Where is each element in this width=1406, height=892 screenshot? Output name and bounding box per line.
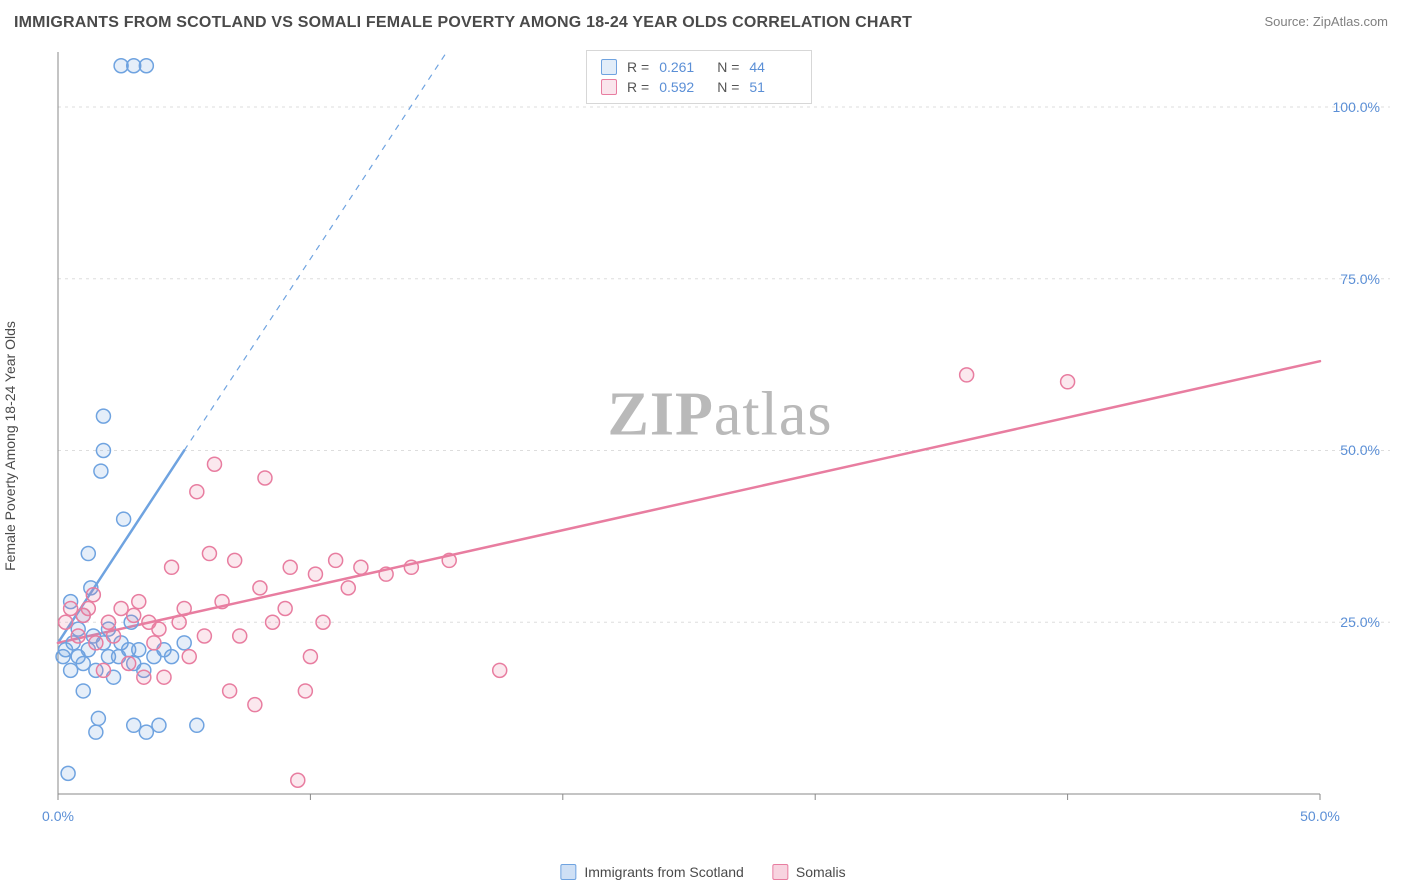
y-tick-label: 50.0% <box>1340 442 1380 458</box>
source-attribution: Source: ZipAtlas.com <box>1264 14 1388 29</box>
r-value-scotland: 0.261 <box>659 59 707 75</box>
correlation-legend: R = 0.261 N = 44 R = 0.592 N = 51 <box>586 50 812 104</box>
legend-item-scotland: Immigrants from Scotland <box>560 864 744 880</box>
series-legend: Immigrants from Scotland Somalis <box>560 864 845 880</box>
y-tick-label: 25.0% <box>1340 614 1380 630</box>
legend-label: Somalis <box>796 864 846 880</box>
x-tick-label: 0.0% <box>42 808 74 824</box>
n-label: N = <box>717 59 739 75</box>
scatter-plot: R = 0.261 N = 44 R = 0.592 N = 51 ZIPatl… <box>50 44 1390 834</box>
chart-canvas <box>50 44 1390 834</box>
r-value-somalis: 0.592 <box>659 79 707 95</box>
r-label: R = <box>627 79 649 95</box>
y-axis-label: Female Poverty Among 18-24 Year Olds <box>2 321 18 571</box>
swatch-icon <box>772 864 788 880</box>
n-label: N = <box>717 79 739 95</box>
y-tick-label: 75.0% <box>1340 271 1380 287</box>
n-value-somalis: 51 <box>749 79 797 95</box>
y-tick-label: 100.0% <box>1333 99 1380 115</box>
chart-title: IMMIGRANTS FROM SCOTLAND VS SOMALI FEMAL… <box>14 14 912 32</box>
legend-row-scotland: R = 0.261 N = 44 <box>601 57 797 77</box>
x-tick-label: 50.0% <box>1300 808 1340 824</box>
legend-label: Immigrants from Scotland <box>584 864 744 880</box>
legend-row-somalis: R = 0.592 N = 51 <box>601 77 797 97</box>
r-label: R = <box>627 59 649 75</box>
swatch-scotland <box>601 59 617 75</box>
swatch-somalis <box>601 79 617 95</box>
n-value-scotland: 44 <box>749 59 797 75</box>
swatch-icon <box>560 864 576 880</box>
legend-item-somalis: Somalis <box>772 864 846 880</box>
